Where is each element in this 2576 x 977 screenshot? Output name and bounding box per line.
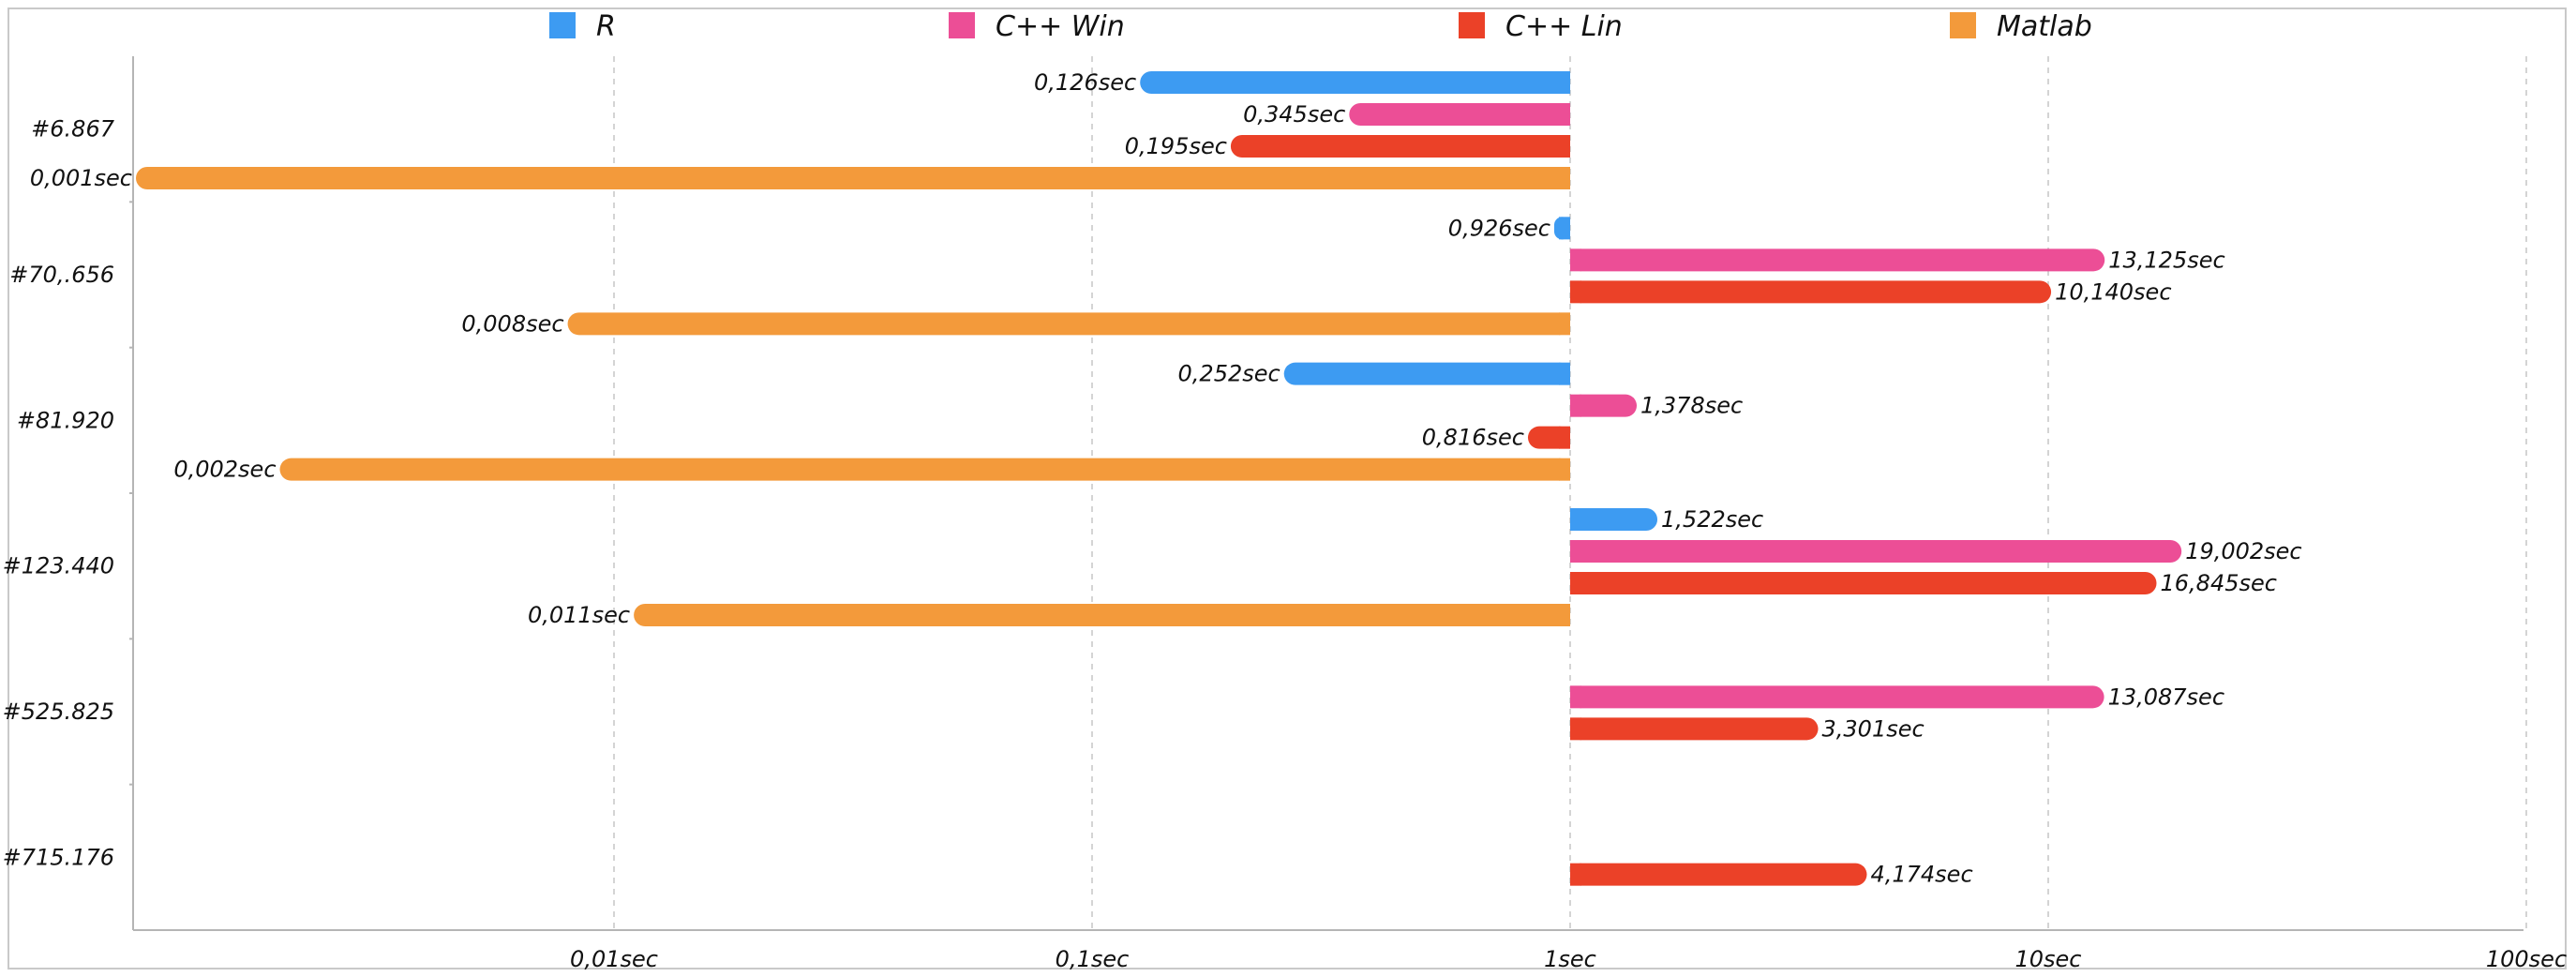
bar-c-win xyxy=(1570,540,2182,563)
bar-c-win xyxy=(1570,685,2104,709)
data-label: 0,126sec xyxy=(1034,69,1136,96)
x-tick-label: 0,1sec xyxy=(1056,946,1130,972)
bar-base xyxy=(1559,362,1570,385)
legend-label: R xyxy=(596,10,616,43)
bar-c-lin xyxy=(1570,863,1867,886)
bar-base xyxy=(1570,508,1581,531)
bars xyxy=(136,71,2182,886)
bar-base xyxy=(1570,863,1581,886)
x-tick-label: 1sec xyxy=(1544,946,1596,972)
bar-base xyxy=(1570,394,1581,417)
bar-matlab xyxy=(567,312,1570,336)
bar-base xyxy=(1559,167,1570,189)
data-label: 0,252sec xyxy=(1178,361,1281,387)
data-label: 3,301sec xyxy=(1822,715,1925,742)
category-label: #715.176 xyxy=(3,844,114,870)
bar-c-win xyxy=(1349,103,1570,126)
data-label: 13,087sec xyxy=(2108,684,2224,710)
category-label: #81.920 xyxy=(17,407,114,433)
bar-base xyxy=(1559,103,1570,126)
bar-base xyxy=(1570,685,1581,709)
bar-base xyxy=(1570,280,1581,304)
data-label: 1,378sec xyxy=(1640,393,1743,419)
legend-swatch xyxy=(949,12,975,38)
bar-base xyxy=(1570,540,1581,563)
bar-base xyxy=(1559,312,1570,336)
legend-label: C++ Win xyxy=(996,10,1125,43)
data-label: 0,001sec xyxy=(30,165,132,191)
data-label: 0,195sec xyxy=(1125,133,1227,159)
data-label: 16,845sec xyxy=(2161,570,2277,596)
legend-swatch xyxy=(549,12,576,38)
bar-base xyxy=(1559,426,1570,449)
legend-swatch xyxy=(1950,12,1976,38)
bar-c-win xyxy=(1570,248,2105,272)
data-label: 0,011sec xyxy=(528,602,630,628)
data-label: 10,140sec xyxy=(2055,278,2171,305)
category-label: #6.867 xyxy=(31,116,115,143)
bar-matlab xyxy=(136,167,1570,189)
bar-base xyxy=(1570,572,1581,594)
bar-base xyxy=(1559,458,1570,481)
legend-label: Matlab xyxy=(1997,10,2092,43)
bar-r xyxy=(1140,71,1570,94)
legend: R C++ Win C++ Lin Matlab xyxy=(549,10,2092,43)
category-label: #70,.656 xyxy=(9,262,114,288)
bar-base xyxy=(1559,604,1570,626)
bar-c-lin xyxy=(1570,717,1819,741)
data-label: 1,522sec xyxy=(1661,506,1763,533)
data-label: 0,002sec xyxy=(173,457,276,483)
x-tick-label: 10sec xyxy=(2014,946,2081,972)
data-label: 13,125sec xyxy=(2108,247,2224,273)
data-label: 4,174sec xyxy=(1870,862,1972,888)
bar-c-win xyxy=(1570,394,1638,417)
bar-matlab xyxy=(634,604,1570,626)
bar-base xyxy=(1570,717,1581,741)
data-label: 0,345sec xyxy=(1243,101,1345,128)
bar-c-lin xyxy=(1570,572,2157,594)
x-tick-label: 100sec xyxy=(2486,946,2567,972)
bar-r xyxy=(1283,362,1570,385)
data-label: 0,008sec xyxy=(461,310,563,337)
bar-base xyxy=(1559,71,1570,94)
bar-base xyxy=(1559,135,1570,158)
legend-label: C++ Lin xyxy=(1505,10,1623,43)
category-label: #123.440 xyxy=(3,553,114,579)
bar-c-lin xyxy=(1570,280,2052,304)
x-tick-label: 0,01sec xyxy=(570,946,658,972)
data-label: 0,816sec xyxy=(1422,425,1524,451)
axes: 0,01sec 0,1sec 1sec 10sec 100sec #6.867 #70,.6… xyxy=(3,56,2567,972)
data-label: 0,926sec xyxy=(1448,215,1550,241)
value-labels: 0,126sec 0,345sec 0,195sec 0,001sec 0,926sec… xyxy=(30,69,2302,888)
legend-swatch xyxy=(1459,12,1485,38)
bar-base xyxy=(1559,217,1570,240)
bar-base xyxy=(1570,248,1581,272)
bar-c-lin xyxy=(1230,135,1570,158)
bar-matlab xyxy=(279,458,1571,481)
bar-r xyxy=(1570,508,1658,531)
data-label: 19,002sec xyxy=(2185,538,2301,564)
category-label: #525.825 xyxy=(3,699,114,725)
